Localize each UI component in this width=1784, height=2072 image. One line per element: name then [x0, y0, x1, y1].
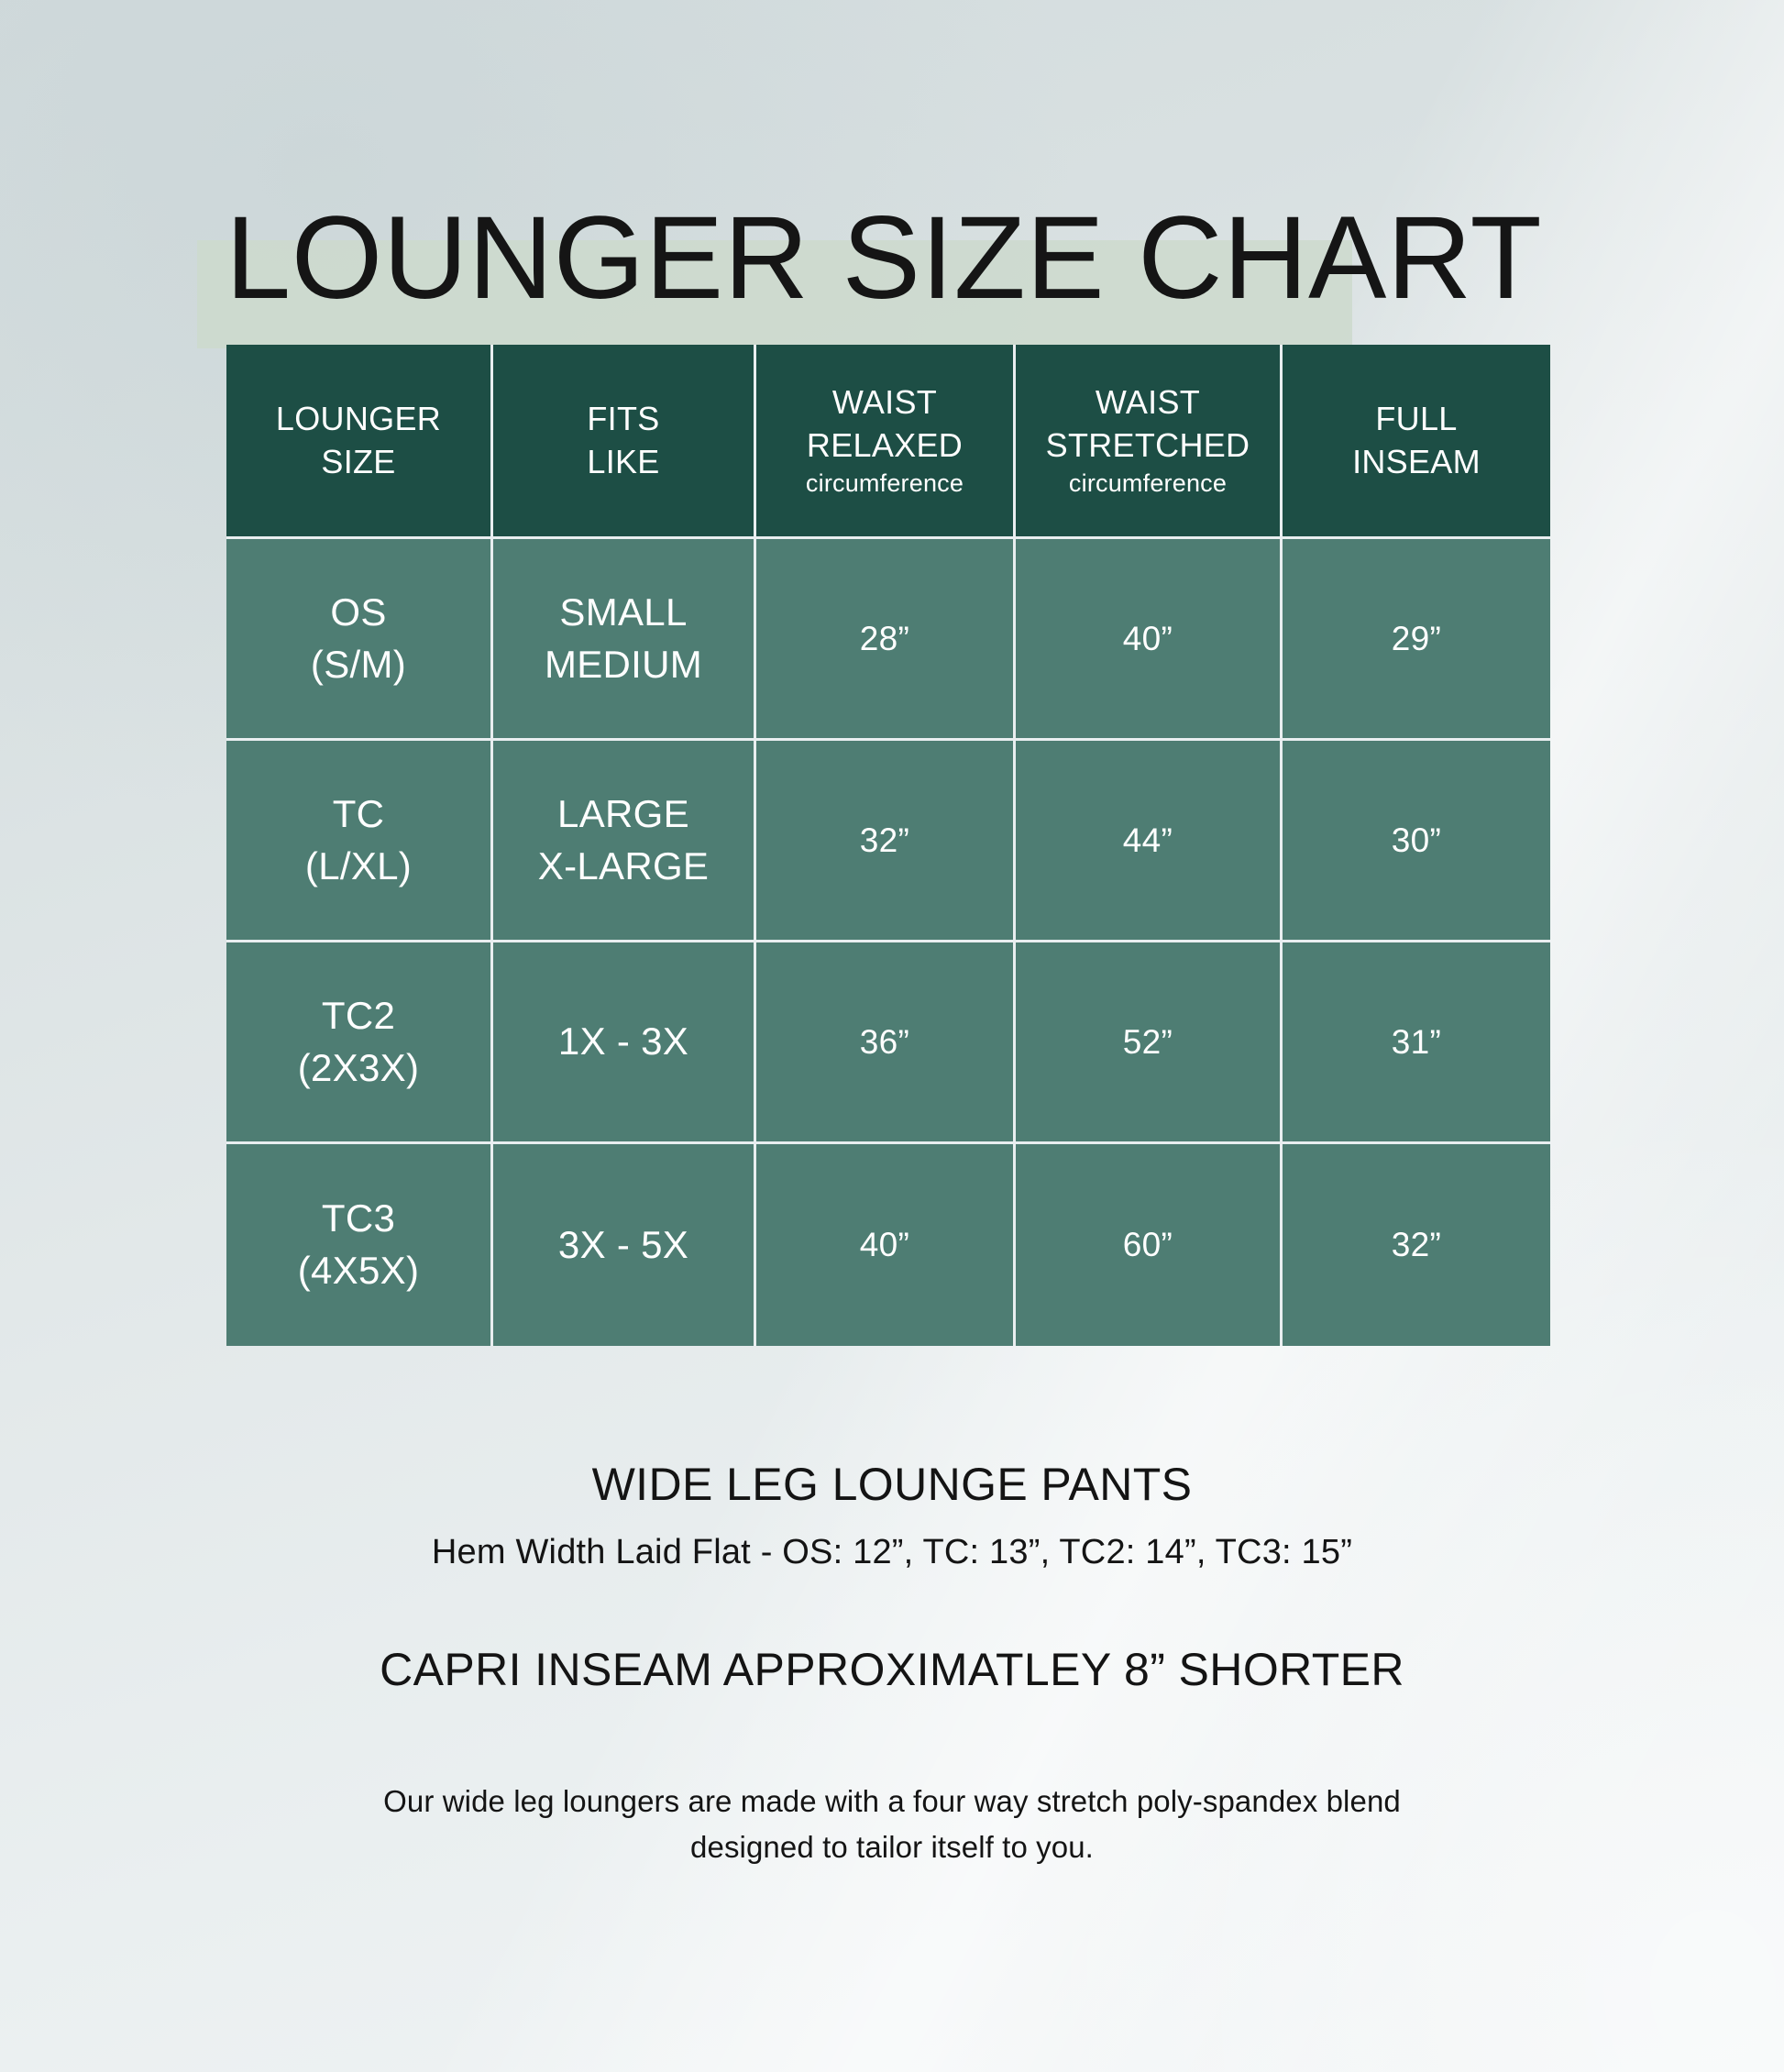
table-row: OS (S/M) SMALL MEDIUM 28” 40” 29”	[226, 539, 1550, 741]
cell-waist-relaxed: 40”	[756, 1144, 1016, 1346]
size-range: (S/M)	[310, 642, 407, 686]
footer-hem-note: Hem Width Laid Flat - OS: 12”, TC: 13”, …	[431, 1533, 1353, 1571]
column-header-waist-relaxed: WAIST RELAXED circumference	[756, 345, 1016, 539]
table-header-row: LOUNGER SIZE FITS LIKE WAIST RELAXED cir…	[226, 345, 1550, 539]
footer-capri-note: CAPRI INSEAM APPROXIMATLEY 8” SHORTER	[380, 1644, 1404, 1695]
header-line2: STRETCHED	[1045, 426, 1250, 465]
size-range: (4X5X)	[297, 1249, 420, 1292]
footer-description-line2: designed to tailor itself to you.	[690, 1830, 1094, 1865]
column-header-waist-stretched: WAIST STRETCHED circumference	[1016, 345, 1283, 539]
lounger-size-table: LOUNGER SIZE FITS LIKE WAIST RELAXED cir…	[226, 345, 1550, 1346]
table-body: OS (S/M) SMALL MEDIUM 28” 40” 29” TC (L/…	[226, 539, 1550, 1346]
header-line1: FITS	[587, 399, 660, 437]
cell-full-inseam: 31”	[1283, 942, 1550, 1144]
title-highlight-band	[197, 240, 1352, 348]
cell-waist-stretched: 60”	[1016, 1144, 1283, 1346]
title-area: LOUNGER SIZE CHART	[0, 101, 1784, 348]
size-code: TC2	[321, 993, 396, 1037]
cell-full-inseam: 32”	[1283, 1144, 1550, 1346]
fits-line1: LARGE	[557, 791, 689, 835]
footer-description: Our wide leg loungers are made with a fo…	[0, 1779, 1784, 1870]
cell-lounger-size: TC (L/XL)	[226, 741, 493, 942]
cell-waist-stretched: 40”	[1016, 539, 1283, 741]
header-line2: RELAXED	[806, 426, 964, 465]
cell-fits-like: 3X - 5X	[493, 1144, 756, 1346]
header-subnote: circumference	[1068, 468, 1228, 497]
cell-waist-stretched: 52”	[1016, 942, 1283, 1144]
fits-line2: MEDIUM	[544, 642, 703, 686]
cell-fits-like: SMALL MEDIUM	[493, 539, 756, 741]
cell-waist-relaxed: 28”	[756, 539, 1016, 741]
size-code: TC	[332, 791, 385, 835]
table-row: TC (L/XL) LARGE X-LARGE 32” 44” 30”	[226, 741, 1550, 942]
size-range: (2X3X)	[297, 1045, 420, 1089]
cell-lounger-size: TC3 (4X5X)	[226, 1144, 493, 1346]
cell-waist-relaxed: 32”	[756, 741, 1016, 942]
footer-heading: WIDE LEG LOUNGE PANTS	[591, 1459, 1193, 1510]
cell-waist-stretched: 44”	[1016, 741, 1283, 942]
size-range: (L/XL)	[304, 843, 413, 887]
header-line1: FULL	[1375, 399, 1458, 437]
header-line1: LOUNGER	[275, 399, 442, 437]
header-subnote: circumference	[805, 468, 964, 497]
table-row: TC3 (4X5X) 3X - 5X 40” 60” 32”	[226, 1144, 1550, 1346]
column-header-fits-like: FITS LIKE	[493, 345, 756, 539]
fits-line2: X-LARGE	[537, 843, 710, 887]
size-code: OS	[330, 590, 387, 634]
header-line2: INSEAM	[1352, 442, 1481, 480]
header-line1: WAIST	[1095, 383, 1201, 422]
cell-full-inseam: 30”	[1283, 741, 1550, 942]
cell-lounger-size: TC2 (2X3X)	[226, 942, 493, 1144]
table-header: LOUNGER SIZE FITS LIKE WAIST RELAXED cir…	[226, 345, 1550, 539]
cell-fits-like: LARGE X-LARGE	[493, 741, 756, 942]
column-header-lounger-size: LOUNGER SIZE	[226, 345, 493, 539]
cell-waist-relaxed: 36”	[756, 942, 1016, 1144]
table-row: TC2 (2X3X) 1X - 3X 36” 52” 31”	[226, 942, 1550, 1144]
cell-fits-like: 1X - 3X	[493, 942, 756, 1144]
page-title: LOUNGER SIZE CHART	[226, 193, 1543, 324]
cell-full-inseam: 29”	[1283, 539, 1550, 741]
column-header-full-inseam: FULL INSEAM	[1283, 345, 1550, 539]
header-line1: WAIST	[831, 383, 938, 422]
header-line2: SIZE	[321, 442, 396, 480]
cell-lounger-size: OS (S/M)	[226, 539, 493, 741]
size-code: TC3	[321, 1196, 396, 1240]
fits-line1: SMALL	[559, 590, 688, 634]
header-line2: LIKE	[587, 442, 660, 480]
footer-description-line1: Our wide leg loungers are made with a fo…	[383, 1784, 1401, 1818]
